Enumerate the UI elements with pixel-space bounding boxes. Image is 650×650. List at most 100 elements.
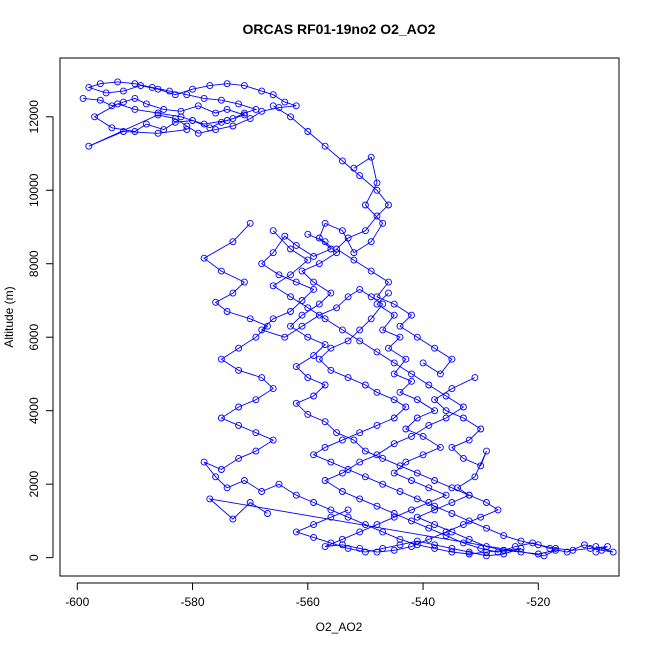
- data-point: [212, 109, 220, 117]
- data-point: [367, 267, 375, 275]
- data-point: [327, 506, 335, 514]
- data-point: [321, 315, 329, 323]
- data-point: [344, 337, 352, 345]
- data-point: [327, 289, 335, 297]
- data-point: [292, 363, 300, 371]
- data-point: [390, 359, 398, 367]
- data-point: [315, 300, 323, 308]
- data-point: [194, 102, 202, 110]
- data-point: [264, 322, 271, 330]
- data-point: [540, 552, 548, 560]
- data-point: [177, 107, 185, 115]
- data-point: [344, 513, 352, 521]
- data-point: [425, 484, 433, 492]
- data-point: [396, 488, 404, 495]
- data-point: [396, 541, 404, 549]
- data-point: [79, 94, 87, 102]
- data-point: [142, 120, 150, 128]
- data-point: [315, 260, 323, 268]
- data-point: [413, 513, 421, 521]
- data-point: [223, 308, 231, 315]
- data-point: [327, 539, 335, 547]
- data-point: [477, 544, 485, 552]
- data-point: [217, 414, 225, 422]
- data-point: [396, 333, 404, 341]
- data-point: [459, 539, 467, 547]
- data-point: [292, 528, 300, 536]
- x-tick-label: -560: [296, 595, 320, 609]
- data-point: [321, 341, 329, 349]
- data-point: [287, 271, 294, 279]
- data-point: [91, 113, 99, 121]
- data-point: [361, 447, 369, 455]
- data-point: [385, 344, 392, 352]
- data-point: [356, 458, 364, 466]
- data-point: [361, 227, 369, 235]
- data-point: [298, 322, 306, 330]
- data-point: [408, 432, 415, 440]
- data-point: [448, 385, 456, 393]
- data-point: [517, 548, 525, 556]
- data-point: [304, 128, 312, 135]
- data-point: [448, 528, 456, 536]
- data-point: [338, 535, 346, 543]
- data-point: [229, 289, 237, 297]
- data-point: [142, 100, 150, 108]
- data-point: [483, 447, 490, 455]
- data-point: [338, 436, 346, 444]
- data-point: [373, 300, 381, 308]
- data-point: [598, 546, 606, 554]
- data-point: [385, 278, 392, 286]
- data-point: [465, 535, 473, 543]
- data-point: [338, 157, 346, 165]
- data-point: [298, 311, 306, 319]
- data-point: [310, 521, 318, 529]
- data-point: [333, 249, 341, 257]
- series-lines: [83, 81, 614, 557]
- data-point: [448, 355, 456, 363]
- data-point: [477, 513, 485, 521]
- data-point: [194, 129, 202, 137]
- data-point: [396, 388, 404, 396]
- data-point: [269, 249, 277, 257]
- data-point: [390, 510, 398, 517]
- data-point: [483, 524, 490, 532]
- data-point: [373, 179, 381, 187]
- data-point: [321, 219, 329, 227]
- data-point: [356, 544, 364, 552]
- data-point: [217, 118, 225, 126]
- y-tick-label: 10000: [27, 173, 41, 207]
- data-point: [500, 532, 508, 540]
- data-point: [235, 454, 243, 462]
- data-point: [356, 172, 364, 180]
- data-point: [315, 311, 323, 319]
- data-point: [217, 267, 225, 275]
- data-point: [229, 115, 237, 123]
- data-point: [246, 219, 254, 227]
- data-point: [252, 447, 260, 455]
- data-point: [310, 392, 318, 400]
- data-point: [604, 543, 611, 551]
- data-point: [229, 122, 237, 130]
- data-point: [189, 117, 196, 124]
- data-point: [459, 454, 467, 462]
- y-tick-label: 0: [27, 554, 41, 561]
- data-point: [580, 541, 588, 549]
- y-axis-label: Altitude (m): [2, 286, 16, 347]
- data-point: [287, 293, 294, 301]
- data-point: [338, 326, 346, 334]
- data-point: [431, 477, 439, 484]
- data-point: [390, 370, 398, 378]
- data-point: [240, 278, 248, 286]
- data-point: [333, 245, 341, 253]
- data-point: [361, 548, 369, 556]
- data-point: [379, 544, 387, 552]
- data-point: [327, 344, 335, 352]
- data-point: [292, 399, 300, 407]
- series-line: [260, 156, 608, 553]
- data-point: [315, 234, 323, 242]
- data-point: [546, 544, 554, 552]
- data-point: [390, 300, 398, 308]
- data-point: [264, 510, 271, 517]
